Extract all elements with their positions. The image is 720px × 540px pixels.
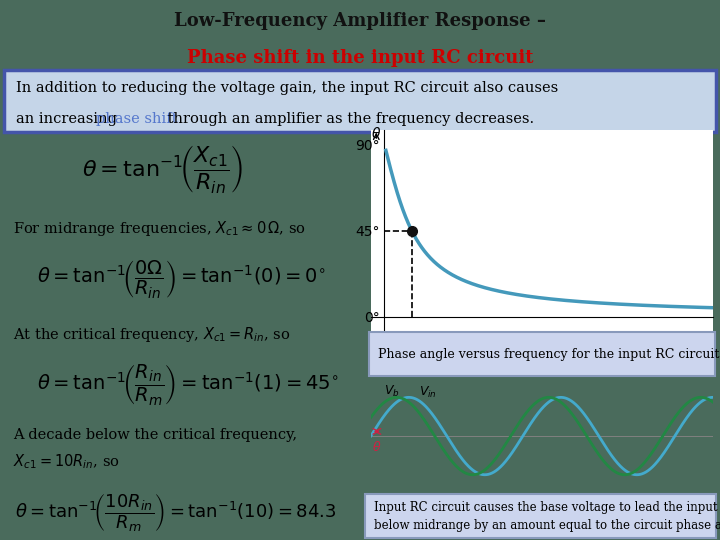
Text: Input RC circuit causes the base voltage to lead the input voltage
below midrang: Input RC circuit causes the base voltage… xyxy=(374,501,720,532)
Text: through an amplifier as the frequency decreases.: through an amplifier as the frequency de… xyxy=(163,112,534,126)
Text: For midrange frequencies, $X_{c1} \approx 0\,\Omega$, so: For midrange frequencies, $X_{c1} \appro… xyxy=(13,219,306,238)
Text: $\theta = \mathrm{tan}^{-1}\!\left(\dfrac{R_{in}}{R_{m}}\right) = \mathrm{tan}^{: $\theta = \mathrm{tan}^{-1}\!\left(\dfra… xyxy=(37,362,339,407)
Text: Phase angle versus frequency for the input RC circuit.: Phase angle versus frequency for the inp… xyxy=(378,348,720,361)
Text: A decade below the critical frequency,: A decade below the critical frequency, xyxy=(13,428,297,442)
Text: In addition to reducing the voltage gain, the input RC circuit also causes: In addition to reducing the voltage gain… xyxy=(17,80,559,94)
Text: $\theta = \mathrm{tan}^{-1}\!\left(\dfrac{X_{c1}}{R_{in}}\right)$: $\theta = \mathrm{tan}^{-1}\!\left(\dfra… xyxy=(81,143,243,194)
Text: $\theta = \mathrm{tan}^{-1}\!\left(\dfrac{0\Omega}{R_{in}}\right) = \mathrm{tan}: $\theta = \mathrm{tan}^{-1}\!\left(\dfra… xyxy=(37,259,325,300)
Text: phase shift: phase shift xyxy=(96,112,178,126)
FancyBboxPatch shape xyxy=(369,332,715,376)
Text: Phase shift in the input RC circuit: Phase shift in the input RC circuit xyxy=(186,49,534,66)
Text: $f_c$: $f_c$ xyxy=(406,334,418,350)
Text: an increasing: an increasing xyxy=(17,112,122,126)
Text: $V_b$: $V_b$ xyxy=(384,384,400,399)
Text: $X_{c1} = 10R_{in}$, so: $X_{c1} = 10R_{in}$, so xyxy=(13,453,120,471)
Text: Low-Frequency Amplifier Response –: Low-Frequency Amplifier Response – xyxy=(174,12,546,30)
Text: $\theta = \mathrm{tan}^{-1}\!\left(\dfrac{10R_{in}}{R_{m}}\right) = \mathrm{tan}: $\theta = \mathrm{tan}^{-1}\!\left(\dfra… xyxy=(15,492,336,534)
Text: $V_{in}$: $V_{in}$ xyxy=(419,385,437,400)
Text: $\theta$: $\theta$ xyxy=(372,126,382,141)
Text: $\theta$: $\theta$ xyxy=(372,440,382,454)
Text: At the critical frequency, $X_{c1} = R_{in}$, so: At the critical frequency, $X_{c1} = R_{… xyxy=(13,325,290,345)
FancyBboxPatch shape xyxy=(365,494,716,538)
FancyBboxPatch shape xyxy=(4,70,716,132)
